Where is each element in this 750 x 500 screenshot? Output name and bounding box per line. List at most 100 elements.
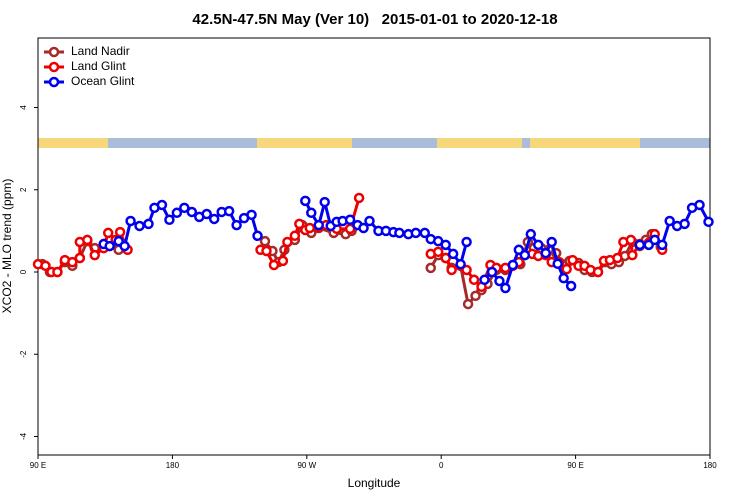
data-point [494, 275, 505, 287]
data-point [171, 207, 183, 219]
data-point [425, 262, 436, 274]
data-point [74, 252, 86, 264]
data-point [525, 228, 537, 240]
data-point [561, 263, 572, 275]
data-point [540, 247, 551, 259]
data-point [552, 258, 563, 270]
data-point [82, 234, 93, 246]
data-point [186, 206, 198, 218]
data-point [455, 258, 466, 270]
data-point [558, 272, 569, 284]
data-point [119, 240, 130, 252]
data-point [446, 264, 457, 276]
y-tick-label: 0 [19, 269, 28, 274]
data-point [277, 255, 289, 267]
y-tick-label: 4 [19, 105, 28, 110]
legend-marker [48, 46, 60, 58]
data-point [440, 252, 451, 264]
data-point [533, 239, 544, 251]
data-point [447, 248, 459, 260]
data-point [134, 220, 145, 232]
data-point [479, 274, 490, 286]
x-axis-label: Longitude [348, 476, 401, 490]
data-point [634, 239, 646, 251]
data-point [208, 213, 220, 225]
data-point [231, 219, 242, 231]
data-point [125, 215, 136, 227]
data-point [261, 245, 272, 257]
data-point [268, 259, 280, 271]
data-point [358, 222, 369, 234]
x-tick-label: 180 [703, 461, 717, 470]
data-point [164, 214, 175, 226]
data-point [52, 266, 63, 278]
data-point [344, 214, 356, 226]
data-point [649, 234, 660, 246]
x-tick-label: 90 E [30, 461, 46, 470]
data-point [179, 202, 190, 214]
data-point [519, 249, 531, 261]
y-tick-label: 2 [19, 187, 28, 192]
data-point [432, 246, 444, 258]
data-point [627, 249, 638, 261]
data-point [500, 282, 511, 294]
data-point [282, 236, 293, 248]
data-point [353, 192, 365, 204]
data-point [246, 209, 257, 221]
data-point [462, 298, 474, 310]
data-point [507, 259, 519, 271]
data-point [156, 199, 168, 211]
x-tick-label: 90 W [297, 461, 316, 470]
data-point [410, 227, 422, 239]
data-point [394, 227, 405, 239]
data-point [201, 208, 212, 220]
legend-marker [48, 61, 60, 73]
data-point [102, 227, 114, 239]
data-point [313, 219, 324, 231]
data-point [252, 230, 263, 242]
data-point [656, 239, 668, 251]
data-point [694, 199, 705, 211]
legend-label: Ocean Glint [71, 74, 135, 88]
data-point [104, 240, 115, 252]
data-point [664, 215, 675, 227]
x-tick-label: 0 [439, 461, 444, 470]
data-point [546, 236, 557, 248]
data-point [294, 218, 305, 230]
data-point [470, 290, 481, 302]
data-point [486, 266, 498, 278]
data-point [259, 235, 271, 247]
data-point [461, 264, 472, 276]
data-point [300, 195, 311, 207]
land-ocean-band [38, 138, 710, 148]
data-point [592, 266, 604, 278]
data-point [567, 254, 578, 266]
data-point [419, 227, 431, 239]
data-point [679, 218, 690, 230]
x-tick-label: 180 [166, 461, 180, 470]
chart-title: 42.5N-47.5N May (Ver 10) 2015-01-01 to 2… [192, 11, 557, 28]
data-point [67, 256, 78, 268]
plot-frame [37, 37, 711, 456]
data-point [625, 234, 637, 246]
data-point [143, 218, 154, 230]
data-point [319, 196, 330, 208]
data-point [304, 222, 316, 234]
data-point [364, 215, 375, 227]
y-tick-label: -2 [19, 350, 28, 358]
data-point [223, 205, 235, 217]
data-point [89, 249, 100, 261]
x-tick-label: 90 E [567, 461, 583, 470]
y-tick-label: -4 [19, 432, 28, 440]
data-point [306, 207, 317, 219]
data-point [289, 230, 301, 242]
data-point [468, 274, 480, 286]
data-point [461, 236, 472, 248]
legend-marker [48, 76, 60, 88]
legend-label: Land Glint [71, 59, 126, 73]
data-point [703, 216, 714, 228]
data-point [565, 280, 577, 292]
y-axis-label: XCO2 - MLO trend (ppm) [0, 179, 14, 314]
legend-label: Land Nadir [71, 44, 130, 58]
